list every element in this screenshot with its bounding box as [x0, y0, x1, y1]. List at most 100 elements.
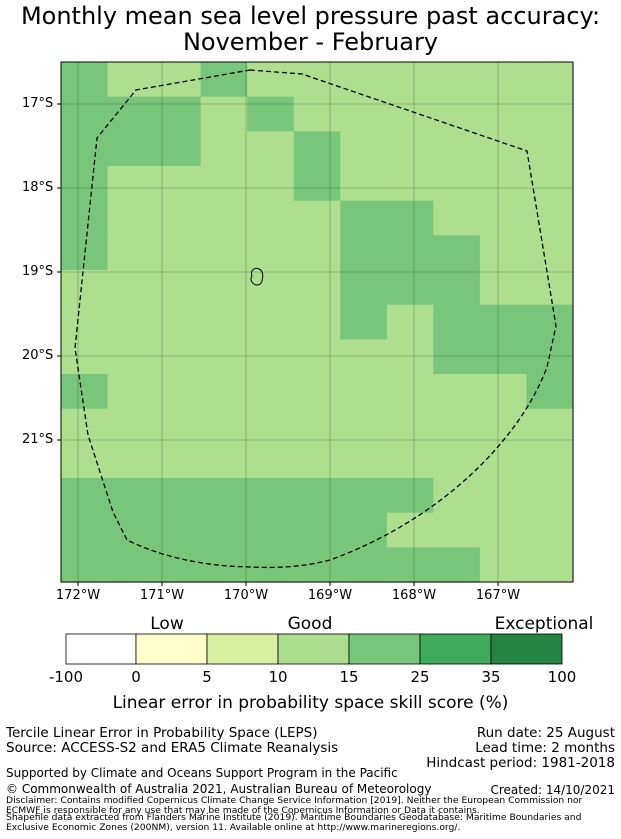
skill-cell	[479, 339, 528, 375]
skill-cell	[340, 96, 388, 132]
skill-cell	[433, 547, 481, 583]
skill-cell	[340, 304, 388, 340]
skill-cell	[386, 200, 434, 236]
skill-cell	[247, 200, 295, 236]
skill-cell	[526, 235, 574, 271]
skill-cell	[247, 547, 295, 583]
skill-cell	[107, 339, 155, 375]
disclaimer-line2: ECMWF is responsible for any use that ma…	[6, 805, 480, 816]
skill-cell	[386, 408, 434, 444]
skill-cell	[293, 166, 341, 202]
skill-cell	[154, 131, 202, 167]
skill-cell	[479, 62, 528, 98]
skill-cell	[107, 408, 155, 444]
colorbar-tick: 35	[481, 668, 501, 686]
lat-label-17s: 17°S	[22, 96, 54, 111]
skill-cell	[386, 62, 434, 98]
skill-cell	[247, 443, 295, 479]
colorbar-box	[206, 633, 279, 665]
skill-cell	[293, 443, 341, 479]
skill-cell	[200, 235, 248, 271]
skill-cell	[479, 374, 528, 410]
skill-cell	[107, 478, 155, 514]
supported-text: Supported by Climate and Oceans Support …	[6, 766, 398, 780]
skill-cell	[107, 443, 155, 479]
colorbar-tick: 25	[410, 668, 430, 686]
skill-cell	[479, 547, 528, 583]
skill-cell	[433, 200, 481, 236]
lon-label-168w: 168°W	[391, 588, 437, 603]
skill-cell	[61, 374, 109, 410]
disclaimer-line1: Disclaimer: Contains modified Copernicus…	[6, 795, 583, 806]
skill-cell	[526, 200, 574, 236]
skill-cell	[526, 339, 574, 375]
lon-label-167w: 167°W	[475, 588, 521, 603]
skill-cell	[479, 443, 528, 479]
skill-cell	[154, 270, 202, 306]
skill-cell	[293, 339, 341, 375]
skill-cell	[433, 62, 481, 98]
lat-lon-gridlines	[61, 62, 573, 582]
skill-cell	[293, 408, 341, 444]
skill-cell	[154, 304, 202, 340]
skill-cell	[386, 443, 434, 479]
lon-label-169w: 169°W	[307, 588, 353, 603]
source-text: Source: ACCESS-S2 and ERA5 Climate Reana…	[6, 740, 339, 756]
skill-cell	[340, 478, 388, 514]
skill-cell	[479, 235, 528, 271]
skill-cell	[340, 443, 388, 479]
skill-cell	[479, 408, 528, 444]
skill-cell	[107, 304, 155, 340]
skill-cell	[200, 443, 248, 479]
skill-cell	[386, 547, 434, 583]
skill-cell	[433, 478, 481, 514]
skill-cell	[433, 270, 481, 306]
skill-cell	[433, 131, 481, 167]
skill-cell	[386, 131, 434, 167]
skill-cell	[107, 166, 155, 202]
colorbar-boxes	[65, 633, 563, 665]
skill-cell	[433, 235, 481, 271]
skill-cell	[433, 304, 481, 340]
skill-cell	[107, 270, 155, 306]
skill-cell	[479, 478, 528, 514]
skill-cell	[200, 200, 248, 236]
skill-cell	[247, 96, 295, 132]
colorbar-tick: 100	[547, 668, 577, 686]
skill-cell	[61, 339, 109, 375]
skill-cell	[386, 235, 434, 271]
skill-cell	[340, 339, 388, 375]
skill-cell	[293, 270, 341, 306]
skill-cell	[154, 166, 202, 202]
skill-cell	[200, 62, 248, 98]
skill-cell	[200, 270, 248, 306]
shapefile-line1: Shapefile data extracted from Flanders M…	[6, 812, 582, 823]
skill-cell	[526, 304, 574, 340]
colorbar-category-exceptional: Exceptional	[494, 614, 594, 634]
skill-cell	[293, 235, 341, 271]
skill-cell	[526, 512, 574, 548]
skill-cell	[200, 339, 248, 375]
skill-cell	[61, 62, 109, 98]
eez-boundary	[74, 69, 557, 569]
skill-cell	[293, 96, 341, 132]
skill-cell	[61, 304, 109, 340]
skill-cell	[386, 166, 434, 202]
skill-cell	[154, 478, 202, 514]
skill-cell	[107, 62, 155, 98]
skill-cell	[247, 131, 295, 167]
lead-time: Lead time: 2 months	[475, 740, 615, 756]
skill-cell	[247, 408, 295, 444]
skill-cell	[433, 512, 481, 548]
skill-cell	[247, 270, 295, 306]
skill-cell	[154, 443, 202, 479]
chart-title-line1: Monthly mean sea level pressure past acc…	[20, 2, 601, 30]
skill-cell	[247, 304, 295, 340]
skill-cell	[340, 200, 388, 236]
skill-cell	[247, 374, 295, 410]
skill-cell	[386, 304, 434, 340]
skill-cell	[526, 374, 574, 410]
skill-cell	[433, 166, 481, 202]
skill-cell	[200, 166, 248, 202]
skill-cell	[526, 443, 574, 479]
